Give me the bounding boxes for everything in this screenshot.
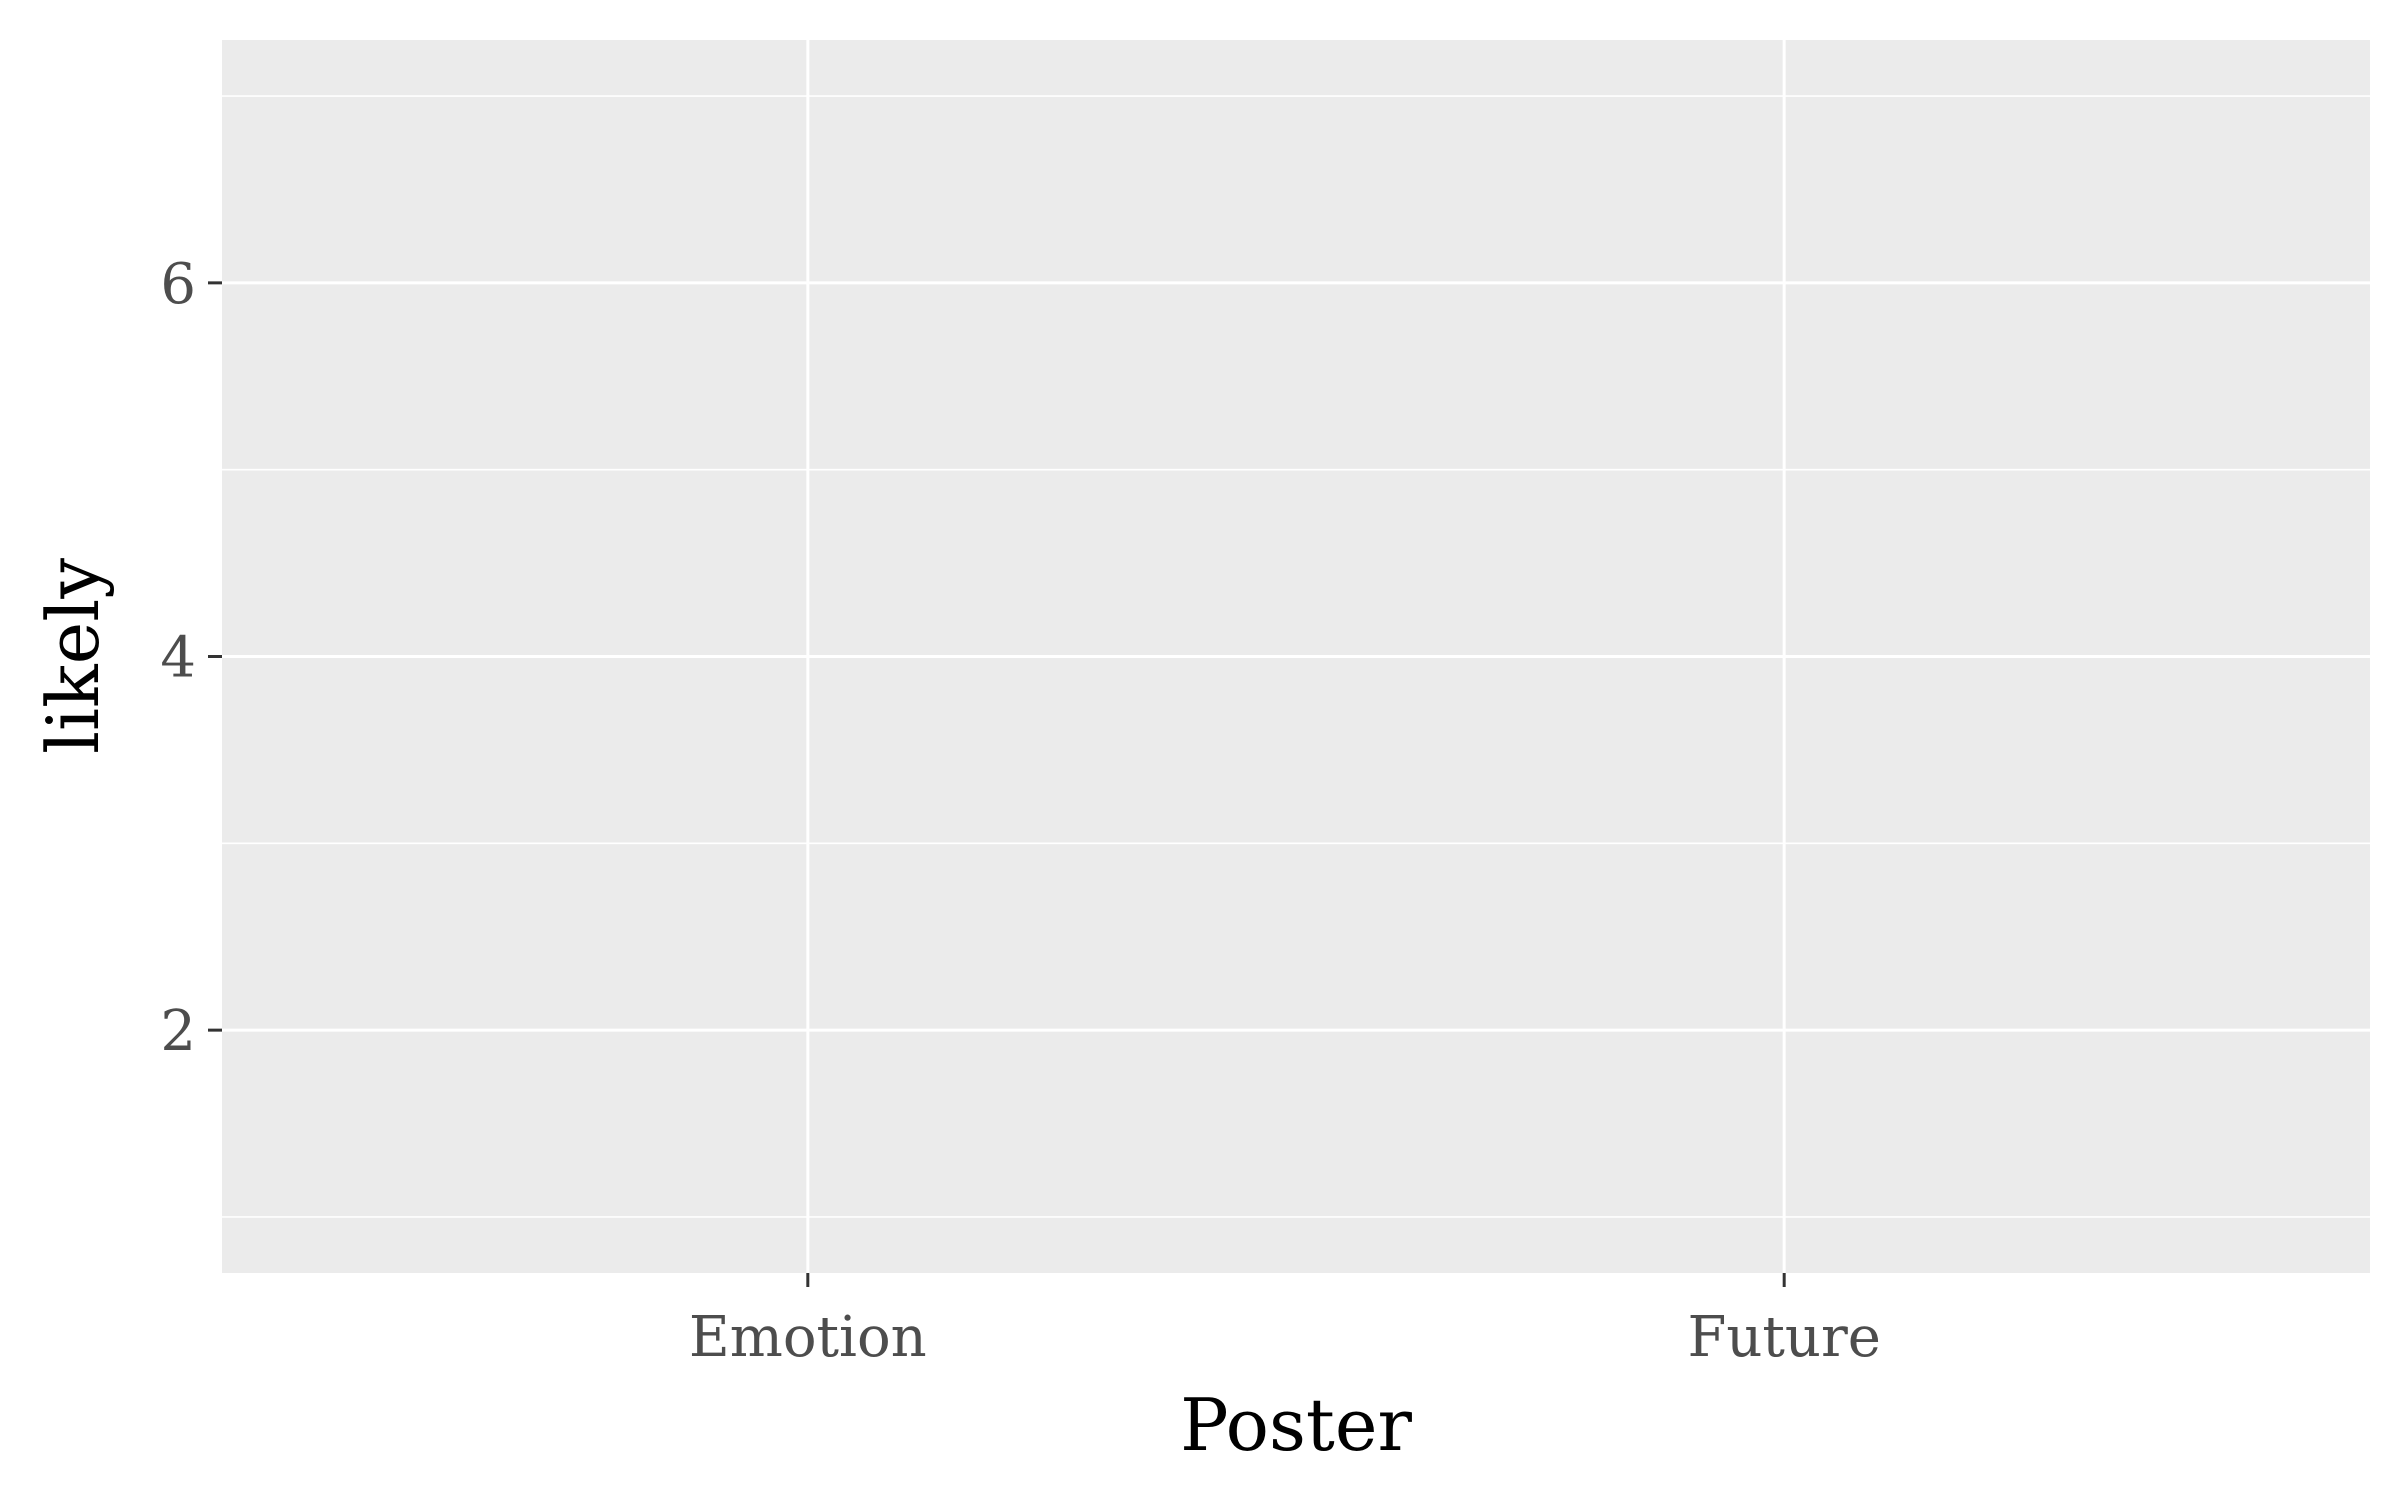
x-axis: Emotion Future <box>689 1273 1881 1370</box>
major-gridlines <box>222 40 2370 1273</box>
y-tick-label-6: 6 <box>160 252 196 317</box>
y-axis-title: likely <box>31 558 115 754</box>
minor-gridlines <box>222 95 2370 1218</box>
y-tick-label-4: 4 <box>160 626 196 691</box>
x-tick-label-emotion: Emotion <box>689 1305 927 1370</box>
y-tick-label-2: 2 <box>160 999 196 1064</box>
x-tick-label-future: Future <box>1687 1305 1880 1370</box>
y-axis: 2 4 6 <box>160 252 222 1064</box>
x-axis-title: Poster <box>1180 1383 1412 1467</box>
